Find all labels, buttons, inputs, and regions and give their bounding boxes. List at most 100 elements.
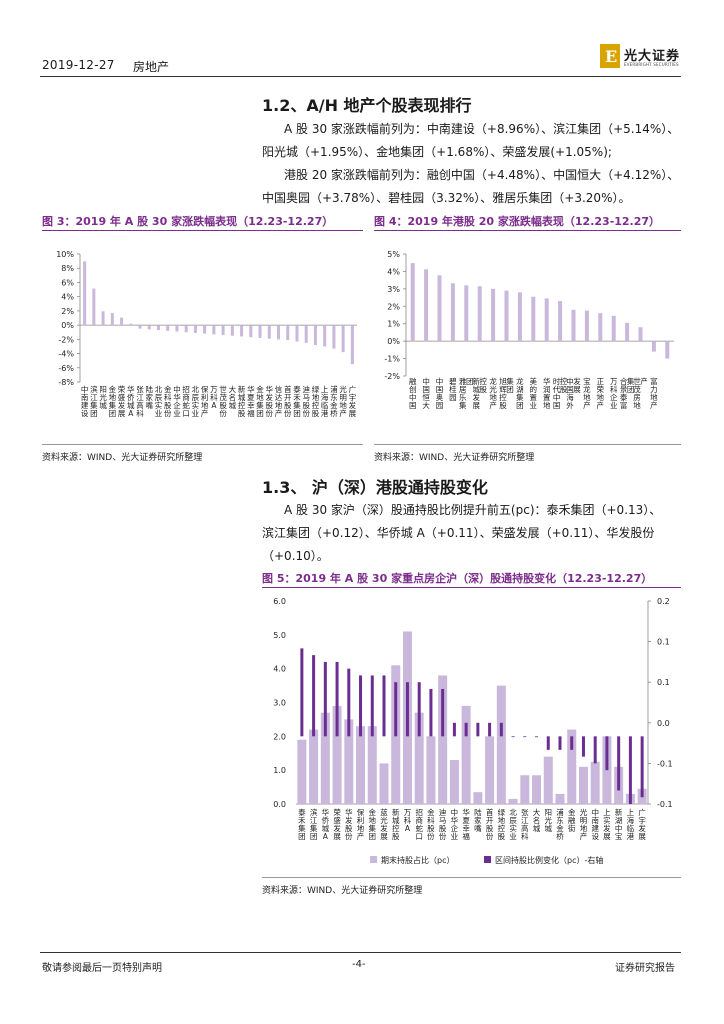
fig4-x-label: 桂 [449, 384, 457, 394]
fig5-x-label: 股 [392, 832, 400, 841]
fig4-x-label: 龙 [516, 376, 524, 386]
fig3-x-label: 发 [349, 400, 357, 410]
fig4-x-label: 碧 [449, 376, 457, 386]
fig3-x-label: 团 [256, 409, 264, 418]
footer-disclaimer: 敬请参阅最后一页特别声明 [42, 963, 162, 974]
fig3-x-label: 茂 [219, 392, 227, 402]
fig5-left-tick-label: 3.0 [273, 699, 286, 708]
fig5-bar-holding [414, 712, 424, 804]
fig5-x-label: 华 [462, 807, 470, 817]
fig4-x-label: 产 [640, 376, 648, 386]
fig3-bar [350, 325, 354, 365]
fig5-bar-change [617, 736, 621, 791]
fig3-x-label: 地 [339, 400, 347, 410]
fig3-y-tick-label: 8% [61, 264, 74, 273]
fig5-x-label: 南 [591, 815, 599, 825]
fig4-x-label: 大 [422, 400, 430, 410]
fig3-y-tick-label: 10% [56, 250, 74, 259]
fig3-x-label: 嘴 [146, 400, 154, 410]
fig5-x-label: 海 [627, 815, 635, 825]
section-1-3-title: 1.3、 沪（深）港股通持股变化 [262, 478, 488, 497]
footer-page-number: -4- [352, 959, 366, 970]
header-divider [40, 76, 681, 77]
fig3-x-label: 桥 [330, 408, 338, 418]
fig3-y-tick-label: 0% [61, 321, 74, 330]
fig5-bar-change [370, 675, 374, 737]
fig4-y-tick-label: 3% [387, 285, 400, 294]
fig5-bar-holding [578, 766, 588, 804]
fig3-x-label: 南 [81, 392, 89, 402]
fig3-x-label: 实 [192, 400, 200, 410]
fig3-x-label: 福 [247, 409, 255, 418]
fig4-x-label: 中 [566, 376, 574, 386]
fig5-left-tick-label: 6.0 [273, 597, 286, 606]
fig5-x-label: 团 [369, 832, 377, 841]
fig5-x-label: 家 [474, 815, 482, 825]
fig3-x-label: 家 [146, 392, 154, 402]
fig3-x-label: A [211, 401, 217, 410]
fig4-x-label: 业 [610, 400, 618, 410]
fig4-x-label: 合 [620, 376, 628, 386]
fig3-x-label: 明 [339, 393, 347, 402]
fig5-x-label: 大 [533, 807, 541, 817]
fig5-title-rule [262, 587, 681, 588]
fig3-y-tick-label: 2% [61, 307, 74, 316]
fig3-bar [101, 311, 105, 326]
fig3-x-label: 股 [284, 401, 292, 410]
fig4-x-label: 光 [489, 384, 497, 394]
fig5-x-label: 泰 [298, 807, 306, 817]
fig5-x-label: 金 [568, 807, 576, 817]
fig4-x-label: 奥 [436, 392, 444, 402]
fig3-x-label: 股 [219, 401, 227, 410]
fig3-x-label: 幸 [247, 401, 255, 410]
fig4-bar [584, 310, 589, 342]
fig4-y-tick-label: -2% [384, 372, 400, 381]
fig5-x-label: 地 [369, 815, 377, 825]
fig5-bar-change [452, 722, 456, 737]
fig4-y-tick-label: 5% [387, 250, 400, 259]
fig3-x-label: 陆 [146, 384, 154, 394]
logo-english: EVERBRIGHT SECURITIES [624, 62, 679, 67]
fig4-x-label: 中 [553, 392, 561, 402]
fig3-x-label: 首 [284, 384, 292, 394]
fig5-x-label: 中 [591, 807, 599, 817]
fig4-x-label: 控 [499, 392, 507, 402]
fig5-x-label: 福 [462, 832, 470, 841]
fig5-right-tick-label: -0.1 [657, 800, 673, 809]
fig4-x-label: 业 [530, 400, 538, 410]
fig5-bar-holding [344, 719, 354, 804]
fig5-x-label: 滨 [310, 807, 318, 817]
fig5-bar-holding [508, 798, 518, 804]
fig3-bar [212, 325, 216, 335]
fig5-x-label: 发 [380, 823, 388, 833]
fig5-bar-change [441, 688, 445, 737]
fig3-x-label: 份 [164, 408, 172, 418]
fig5-x-label: 禾 [298, 816, 306, 825]
fig5-x-label: 开 [486, 816, 494, 825]
fig4-x-label: 城 [472, 385, 480, 394]
fig3-x-label: 华 [247, 384, 255, 394]
fig5-right-tick-label: 0.1 [657, 638, 670, 647]
fig3-x-label: 侨 [127, 392, 135, 402]
fig5-bar-holding [367, 726, 377, 804]
fig4-x-label: 时 [553, 376, 561, 386]
fig3-x-label: 北 [192, 385, 200, 394]
fig3-bar [203, 325, 207, 334]
fig3-x-label: 广 [349, 384, 357, 394]
fig3-x-label: 中 [173, 384, 181, 394]
fig5-right-tick-label: 0.1 [657, 678, 670, 687]
fig3-bar [147, 325, 151, 330]
fig3-x-label: 业 [192, 408, 200, 418]
fig5-x-label: 明 [580, 816, 588, 825]
fig4-bar [464, 285, 469, 342]
fig3-x-label: 金 [256, 384, 264, 394]
fig5-bar-holding [496, 685, 506, 804]
paragraph-line: （+0.10）。 [262, 549, 329, 563]
fig3-x-label: 港 [321, 408, 329, 418]
fig4-x-label: 集 [627, 376, 635, 386]
fig3-x-label: 集 [109, 400, 117, 410]
fig3-x-label: 业 [155, 408, 163, 418]
fig4-x-label: 地 [650, 392, 658, 402]
fig5-x-label: 股 [427, 824, 435, 833]
fig5-x-label: 产 [580, 831, 588, 841]
